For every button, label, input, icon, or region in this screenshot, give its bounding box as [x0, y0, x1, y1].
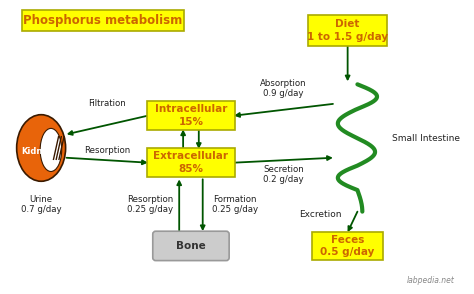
FancyBboxPatch shape: [153, 231, 229, 260]
FancyBboxPatch shape: [21, 10, 184, 31]
Text: Extracellular
85%: Extracellular 85%: [154, 151, 228, 174]
Text: Excretion: Excretion: [299, 210, 341, 218]
FancyBboxPatch shape: [308, 15, 387, 46]
Text: Resorption
0.25 g/day: Resorption 0.25 g/day: [127, 195, 173, 214]
FancyBboxPatch shape: [147, 148, 235, 177]
Text: labpedia.net: labpedia.net: [407, 276, 455, 285]
Text: Filtration: Filtration: [88, 99, 126, 108]
Text: Phosphorus metabolism: Phosphorus metabolism: [23, 14, 182, 27]
FancyBboxPatch shape: [312, 232, 383, 260]
Text: Secretion
0.2 g/day: Secretion 0.2 g/day: [263, 165, 304, 184]
Text: Resorption: Resorption: [84, 146, 130, 155]
FancyBboxPatch shape: [147, 101, 235, 130]
Text: Kidney: Kidney: [21, 147, 54, 156]
Ellipse shape: [17, 115, 65, 181]
Text: Urine
0.7 g/day: Urine 0.7 g/day: [21, 195, 62, 214]
Text: Intracellular
15%: Intracellular 15%: [155, 104, 227, 127]
Text: Diet
1 to 1.5 g/day: Diet 1 to 1.5 g/day: [307, 19, 388, 42]
Text: Formation
0.25 g/day: Formation 0.25 g/day: [212, 195, 258, 214]
Ellipse shape: [40, 128, 62, 171]
Text: Feces
0.5 g/day: Feces 0.5 g/day: [320, 235, 375, 257]
Text: Absorption
0.9 g/day: Absorption 0.9 g/day: [260, 78, 307, 98]
Text: Bone: Bone: [176, 241, 206, 251]
Text: Small Intestine: Small Intestine: [392, 134, 460, 143]
